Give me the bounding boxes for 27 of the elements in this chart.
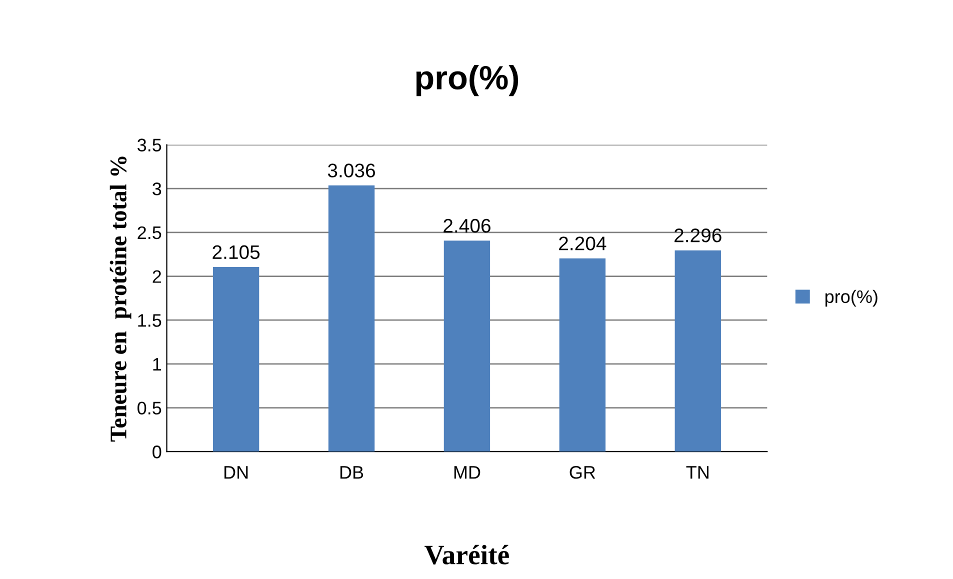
x-tick-label: DN [224,466,248,479]
y-tick-label: 2 [152,270,162,283]
x-tick-label: GR [570,466,596,479]
x-tick-label: DB [340,466,364,479]
bar [674,250,721,452]
y-tick-label: 1.5 [138,314,162,327]
x-tick-label: MD [454,466,480,479]
bar [444,240,490,452]
legend-label: pro(%) [825,290,878,307]
y-tick-label: 2.5 [138,226,162,240]
x-tick-label: TN [686,466,708,479]
data-label: 2.204 [559,236,606,250]
data-label: 2.296 [674,228,722,242]
bar [559,258,606,452]
y-tick-label: 3.5 [138,138,162,152]
y-tick-label: 0.5 [138,402,162,414]
bar [328,185,375,452]
bar [212,267,260,452]
y-axis-title: Teneure en protéine total % [110,156,132,442]
y-tick-label: 0 [152,446,162,458]
data-label: 2.406 [444,218,490,233]
x-axis-title: Varéité [424,544,509,565]
chart-title: pro(%) [416,65,518,96]
y-tick-label: 3 [152,182,162,196]
data-label: 2.105 [212,245,260,260]
y-tick-label: 1 [153,358,162,370]
data-label: 3.036 [328,164,375,178]
